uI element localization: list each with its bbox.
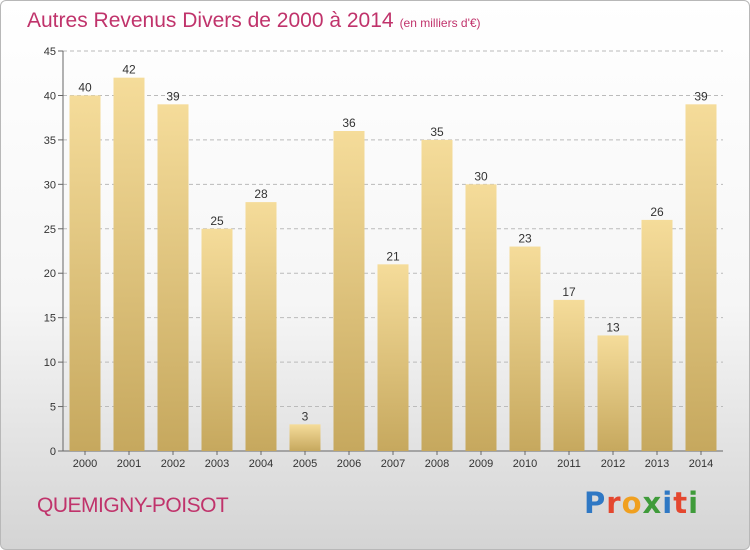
y-tick-label: 35: [44, 135, 56, 147]
bar-value-label: 21: [386, 249, 400, 263]
bar-value-label: 13: [606, 320, 620, 334]
chart-title: Autres Revenus Divers de 2000 à 2014 (en …: [27, 9, 481, 33]
bar: [465, 184, 497, 452]
bar-value-label: 17: [562, 285, 576, 299]
x-tick-label: 2010: [513, 458, 537, 470]
y-tick-label: 20: [44, 268, 56, 280]
y-tick-label: 25: [44, 224, 56, 236]
bar-value-label: 3: [302, 409, 309, 423]
bar-value-label: 28: [254, 187, 268, 201]
y-tick-label: 30: [44, 179, 56, 191]
x-tick-label: 2007: [381, 458, 405, 470]
x-tick-label: 2009: [469, 458, 493, 470]
bar-value-label: 39: [166, 89, 180, 103]
x-tick-label: 2012: [601, 458, 625, 470]
brand-logo: Proxiti: [584, 486, 699, 520]
brand-letter: P: [584, 486, 607, 520]
x-tick-label: 2008: [425, 458, 449, 470]
y-tick-label: 0: [50, 446, 56, 458]
bar-value-label: 40: [78, 80, 92, 94]
brand-letter: i: [662, 486, 674, 520]
x-tick-label: 2000: [73, 458, 97, 470]
bars: [69, 77, 717, 452]
bar: [641, 219, 673, 451]
bar-value-label: 39: [694, 89, 708, 103]
bar: [333, 131, 365, 451]
labels: 0 5 10 15 20 25 30 35 40 45 40 2000 42 2001 39 2002 25 20…: [44, 46, 713, 470]
x-tick-label: 2002: [161, 458, 185, 470]
brand-letter: i: [688, 486, 700, 520]
bar: [113, 77, 145, 452]
y-tick-label: 40: [44, 90, 56, 102]
brand-letter: r: [606, 486, 622, 520]
bar: [245, 202, 277, 451]
bar: [421, 139, 453, 451]
bar: [597, 335, 629, 451]
bar-value-label: 25: [210, 214, 224, 228]
brand-letter: o: [621, 486, 643, 520]
x-tick-label: 2003: [205, 458, 229, 470]
bar: [553, 299, 585, 451]
brand-letter: t: [673, 486, 689, 520]
x-tick-label: 2013: [645, 458, 669, 470]
bar: [201, 228, 233, 451]
bar: [289, 424, 321, 451]
bar-chart: 0 5 10 15 20 25 30 35 40 45 40 2000 42 2001 39 2002 25 20…: [44, 46, 723, 470]
y-tick-label: 45: [44, 46, 56, 58]
x-tick-label: 2004: [249, 458, 273, 470]
bar: [377, 264, 409, 451]
bar: [157, 104, 189, 451]
y-tick-label: 10: [44, 357, 56, 369]
bar: [509, 246, 541, 451]
bar-value-label: 30: [474, 169, 488, 183]
y-tick-label: 5: [50, 402, 56, 414]
x-tick-label: 2011: [557, 458, 581, 470]
bar: [69, 95, 101, 451]
bar: [685, 104, 717, 451]
bar-value-label: 26: [650, 205, 664, 219]
y-tick-label: 15: [44, 313, 56, 325]
chart-subtitle: (en milliers d'€): [399, 16, 481, 30]
brand-letter: x: [642, 486, 663, 520]
bar-value-label: 35: [430, 125, 444, 139]
x-tick-label: 2014: [689, 458, 713, 470]
x-tick-label: 2005: [293, 458, 317, 470]
x-tick-label: 2006: [337, 458, 361, 470]
bar-value-label: 36: [342, 116, 356, 130]
x-tick-label: 2001: [117, 458, 141, 470]
bar-value-label: 42: [122, 63, 136, 77]
location-name: QUEMIGNY-POISOT: [37, 494, 229, 517]
title-text: Autres Revenus Divers de 2000 à 2014: [27, 9, 394, 32]
bar-value-label: 23: [518, 232, 532, 246]
